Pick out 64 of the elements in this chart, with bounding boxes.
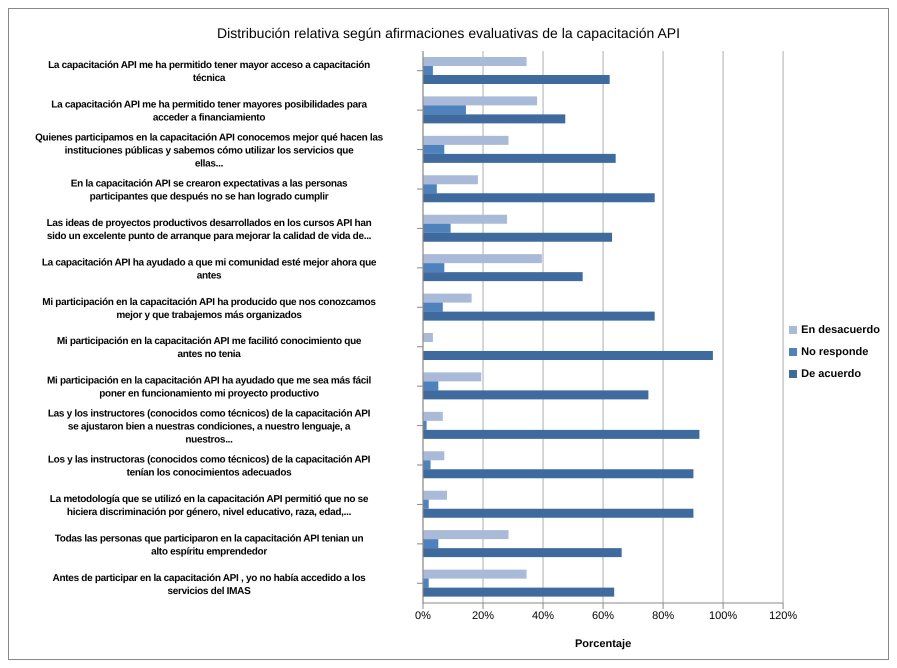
legend-label: En desacuerdo	[801, 323, 880, 338]
bar	[423, 136, 509, 145]
bar	[423, 144, 444, 154]
bar	[423, 184, 437, 194]
y-tick-label: Las y los instructores (conocidos como técnicos) de la capacitación API se ajustaron bien a nuestras condiciones, a nuestro lenguaje, a nuestros...	[48, 408, 371, 446]
bar	[423, 570, 527, 579]
bar	[423, 588, 614, 597]
y-tick-label: La capacitación API me ha permitido tener mayor acceso a capacitación técnica	[48, 60, 370, 84]
bar	[423, 154, 616, 163]
bar	[423, 175, 478, 184]
bar	[423, 96, 538, 106]
bar	[423, 530, 509, 540]
bar	[423, 263, 444, 272]
y-tick-label: En la capacitación API se crearon expectativas a las personas participantes que después no se han logrado cumplir	[70, 178, 348, 202]
bar	[423, 75, 610, 84]
bar	[423, 193, 655, 202]
x-tick-label: 80%	[652, 610, 674, 622]
bar	[423, 490, 448, 500]
bar	[423, 294, 472, 303]
bar	[423, 412, 443, 421]
bar	[423, 214, 508, 224]
bar	[423, 469, 694, 478]
bar	[423, 302, 443, 312]
y-tick-label: Quienes participamos en la capacitación API conocemos mejor qué hacen las instituciones públicas y sabemos cómo utilizar los servicios que ellas...	[35, 132, 384, 170]
y-tick-label: La capacitación API ha ayudado a que mi comunidad esté mejor ahora que antes	[42, 257, 377, 282]
bar	[423, 508, 694, 518]
bar	[423, 381, 438, 390]
legend-label: No responde	[801, 345, 868, 360]
y-tick-label: Antes de participar en la capacitación API , yo no había accedido a los servicios del IMAS	[52, 572, 366, 597]
bar	[423, 390, 648, 400]
y-tick-label: Mi participación en la capacitación API ha ayudado que me sea más fácil poner en funcionamiento mi proyecto productivo	[46, 376, 372, 400]
bar	[423, 548, 622, 558]
y-tick-label: Las ideas de proyectos productivos desarrollados en los cursos API han sido un excelente punto de arranque para mejorar la calidad de vida de...	[46, 218, 372, 242]
bar	[423, 451, 444, 460]
y-tick-label: Los y las instructoras (conocidos como técnicos) de la capacitación API tenían los conocimientos adecuados	[48, 454, 371, 478]
bar	[423, 224, 451, 233]
bar	[423, 351, 713, 360]
bar	[423, 372, 482, 382]
x-axis-title: Porcentaje	[574, 638, 632, 650]
x-tick-label: 20%	[472, 610, 494, 622]
x-tick-label: 60%	[592, 610, 614, 622]
bar	[423, 430, 700, 439]
x-tick-label: 40%	[532, 610, 554, 622]
bar	[423, 539, 438, 548]
bar	[423, 312, 655, 321]
bar	[423, 272, 583, 282]
y-tick-label: La metodología que se utilizó en la capacitación API permitió que no se hiciera discriminación por género, nivel educativo, raza, edad,...	[50, 494, 369, 518]
y-tick-label: Mi participación en la capacitación API ha producido que nos conozcamos mejor y que trabajemos más organizados	[42, 296, 376, 321]
chart-title: Distribución relativa según afirmaciones evaluativas de la capacitación API	[216, 25, 682, 43]
x-tick-label: 0%	[415, 610, 432, 622]
legend-label: De acuerdo	[801, 367, 862, 382]
bar	[423, 232, 612, 242]
bar	[423, 66, 433, 75]
y-tick-label: Todas las personas que participaron en la capacitación API tenian un alto espíritu emprendedor	[54, 533, 364, 558]
y-tick-label: Mi participación en la capacitación API me facilitó conocimiento que antes no tenia	[56, 336, 362, 360]
bar	[423, 105, 466, 114]
y-tick-label: La capacitación API me ha permitido tener mayores posibilidades para acceder a financiamiento	[51, 100, 368, 124]
bar	[423, 254, 542, 264]
bar	[423, 333, 433, 342]
bar	[423, 114, 566, 124]
x-tick-label: 120%	[769, 610, 798, 622]
x-tick-label: 100%	[709, 610, 738, 622]
bar	[423, 460, 431, 470]
bar	[423, 57, 527, 66]
